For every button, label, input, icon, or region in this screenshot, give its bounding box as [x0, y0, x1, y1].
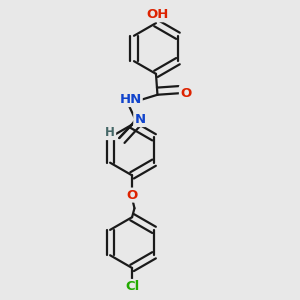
Text: O: O	[180, 87, 191, 100]
Text: H: H	[105, 126, 115, 139]
Text: O: O	[127, 189, 138, 202]
Text: OH: OH	[146, 8, 169, 21]
Text: HN: HN	[119, 93, 142, 106]
Text: N: N	[134, 113, 146, 126]
Text: Cl: Cl	[126, 280, 140, 293]
